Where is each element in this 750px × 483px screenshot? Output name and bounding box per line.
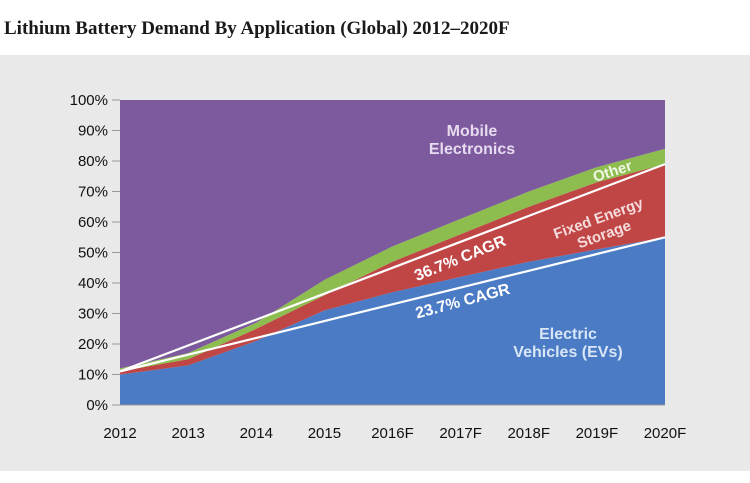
y-tick-label: 30% xyxy=(78,306,108,323)
area-electric-vehicles-evs xyxy=(120,237,665,405)
x-tick-label: 2019F xyxy=(576,425,619,442)
y-tick-label: 60% xyxy=(78,214,108,231)
stacked-area-chart: 0% 10% 20% 30% 40% 50% 60% 70% 80% 90% 100% 2012 201… xyxy=(70,92,687,442)
y-tick-label: 100% xyxy=(70,92,108,109)
x-tick-label: 2014 xyxy=(240,425,273,442)
y-tick-label: 50% xyxy=(78,245,108,262)
x-tick-label: 2016F xyxy=(371,425,414,442)
trendline-layer xyxy=(119,163,666,373)
x-tick-label: 2012 xyxy=(103,425,136,442)
y-tick-label: 90% xyxy=(78,123,108,140)
y-tick-label: 20% xyxy=(78,336,108,353)
y-tick-label: 80% xyxy=(78,153,108,170)
cagr-trendline-2 xyxy=(119,163,666,373)
y-tick-label: 40% xyxy=(78,275,108,292)
y-tick-label: 0% xyxy=(86,397,108,414)
y-tick-label: 10% xyxy=(78,367,108,384)
cagr-trendline-1 xyxy=(119,236,666,373)
area-mobile-electronics xyxy=(120,100,665,369)
label-mobile-electronics: Mobile Electronics xyxy=(429,123,515,158)
chart-title: Lithium Battery Demand By Application (G… xyxy=(4,18,510,39)
x-tick-label: 2017F xyxy=(439,425,482,442)
x-tick-label: 2018F xyxy=(507,425,550,442)
x-tick-label: 2020F xyxy=(644,425,687,442)
x-tick-label: 2013 xyxy=(171,425,204,442)
chart-panel: 0% 10% 20% 30% 40% 50% 60% 70% 80% 90% 100% 2012 201… xyxy=(0,55,750,471)
label-electric-vehicles: Electric Vehicles (EVs) xyxy=(513,326,622,361)
axes-layer: 0% 10% 20% 30% 40% 50% 60% 70% 80% 90% 100% 2012 201… xyxy=(70,92,687,442)
area-other xyxy=(120,148,665,372)
y-tick-label: 70% xyxy=(78,184,108,201)
x-tick-label: 2015 xyxy=(308,425,341,442)
